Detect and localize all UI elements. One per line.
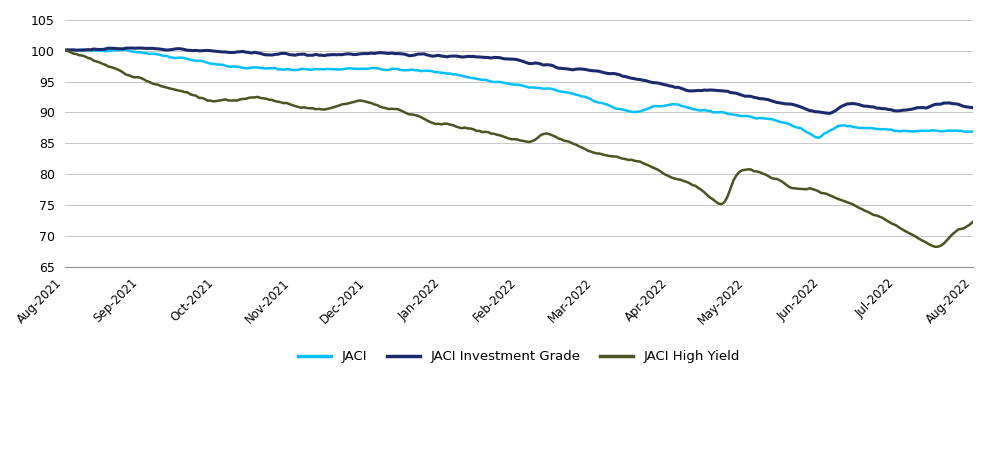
Legend: JACI, JACI Investment Grade, JACI High Yield: JACI, JACI Investment Grade, JACI High Y… [292,345,745,369]
